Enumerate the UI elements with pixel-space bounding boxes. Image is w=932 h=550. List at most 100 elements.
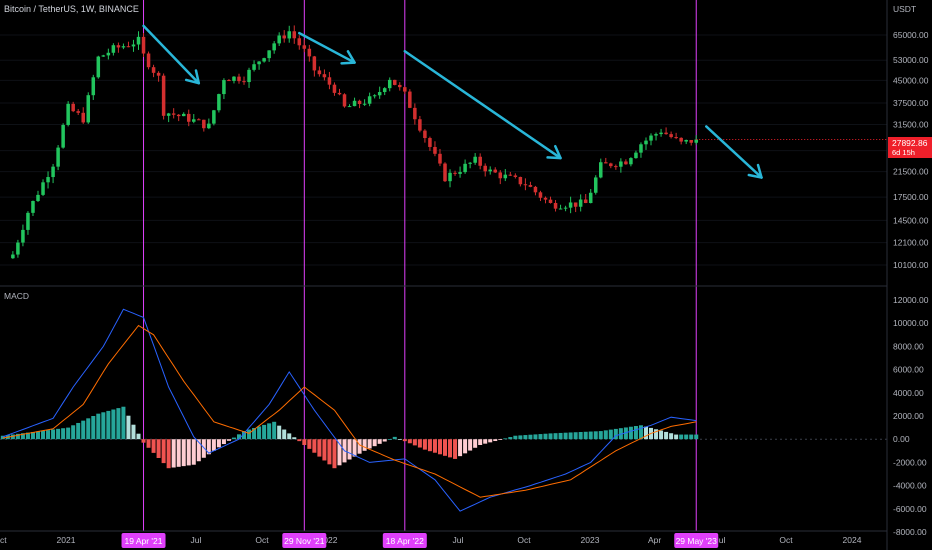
histogram-bar <box>633 426 638 440</box>
histogram-bar <box>332 439 337 469</box>
trend-arrow-shaft <box>298 31 356 64</box>
histogram-bar <box>568 432 573 440</box>
price-tick-label: 45000.00 <box>893 75 929 85</box>
histogram-bar <box>61 428 66 440</box>
candle-body <box>679 137 683 142</box>
macd-lines <box>2 308 697 512</box>
candle-body <box>101 55 106 57</box>
date-marker-badge <box>674 533 719 548</box>
candle-body <box>458 172 462 174</box>
candle-body <box>578 199 583 207</box>
candle-body <box>659 132 663 135</box>
histogram-bar <box>498 439 503 440</box>
candle-body <box>624 161 628 165</box>
trend-arrow-shaft <box>403 49 562 160</box>
trend-arrow-head <box>546 144 562 160</box>
histogram-bar <box>121 406 126 440</box>
candle-body <box>583 199 588 204</box>
histogram-bar <box>15 433 20 440</box>
candle-body <box>599 162 603 178</box>
histogram-bar <box>407 439 412 444</box>
histogram-bar <box>367 439 372 449</box>
candle-body <box>498 172 503 179</box>
candle-body <box>593 177 598 193</box>
histogram-bar <box>96 413 101 440</box>
histogram-bar <box>181 439 186 467</box>
grid-lines <box>0 34 887 440</box>
price-tick-label: 17500.00 <box>893 192 929 202</box>
histogram-bar <box>694 434 699 440</box>
candle-body <box>342 94 347 107</box>
candle-body <box>156 72 161 76</box>
histogram-bar <box>417 439 422 448</box>
candle-body <box>56 147 60 167</box>
candle-body <box>106 52 111 56</box>
candle-body <box>242 81 246 83</box>
histogram-bar <box>106 410 111 440</box>
candle-body <box>518 176 523 185</box>
histogram-bar <box>252 427 257 440</box>
candle-body <box>543 197 548 200</box>
histogram-bar <box>161 439 166 464</box>
histogram-bar <box>71 425 76 440</box>
axes: 65000.00 53000.00 45000.00 37500.00 31500.00… <box>0 30 929 548</box>
histogram-bar <box>463 439 468 454</box>
histogram-bar <box>362 439 367 451</box>
candle-body <box>282 35 286 39</box>
histogram-bar <box>35 431 41 440</box>
macd-tick-label: -4000.00 <box>893 481 927 491</box>
candle-body <box>568 202 573 208</box>
macd-tick-label: 6000.00 <box>893 365 924 375</box>
histogram-bar <box>402 439 407 442</box>
histogram-bar <box>226 439 231 441</box>
candle-body <box>473 156 477 163</box>
histogram-bar <box>221 439 226 445</box>
candle-body <box>71 103 75 112</box>
histogram-bar <box>478 439 483 445</box>
candle-body <box>136 36 141 45</box>
price-tick-label: 10100.00 <box>893 260 929 270</box>
histogram-bar <box>267 423 272 440</box>
histogram-bar <box>422 439 427 450</box>
histogram-bar <box>453 439 458 459</box>
histogram-bar <box>628 426 633 440</box>
histogram-bar <box>236 434 242 440</box>
histogram-bar <box>242 431 247 440</box>
time-tick-label: Oct <box>0 535 7 545</box>
histogram-bar <box>427 439 432 452</box>
histogram-bar <box>437 439 442 455</box>
histogram-bar <box>432 439 437 453</box>
histogram-bar <box>387 439 392 440</box>
current-price-badge-bg <box>888 137 932 158</box>
candle-body <box>302 45 307 49</box>
histogram-bar <box>136 433 141 440</box>
candle-body <box>312 56 317 71</box>
histogram-bar <box>412 439 417 446</box>
histogram-bar <box>518 435 523 440</box>
histogram-bar <box>201 439 206 458</box>
candle-body <box>267 50 271 59</box>
histogram-bar <box>20 433 25 440</box>
histogram-bar <box>156 439 161 458</box>
macd-tick-label: -6000.00 <box>893 504 927 514</box>
candle-body <box>614 166 618 168</box>
histogram-bar <box>488 439 493 443</box>
macd-tick-label: 10000.00 <box>893 318 929 328</box>
histogram-bar <box>608 429 613 440</box>
candle-body <box>382 88 387 93</box>
histogram-bar <box>56 428 61 440</box>
candle-body <box>237 76 241 82</box>
candle-body <box>121 46 126 48</box>
candle-body <box>202 119 206 129</box>
candle-body <box>151 67 156 73</box>
candle-body <box>453 172 457 174</box>
candle-body <box>377 92 382 96</box>
date-marker-label: 19 Apr '21 <box>125 536 163 546</box>
histogram-bar <box>146 439 151 448</box>
price-tick-label: 31500.00 <box>893 119 929 129</box>
signal-line <box>2 324 697 498</box>
candle-body <box>317 70 322 75</box>
histogram-bar <box>583 431 588 440</box>
candle-body <box>322 74 327 78</box>
